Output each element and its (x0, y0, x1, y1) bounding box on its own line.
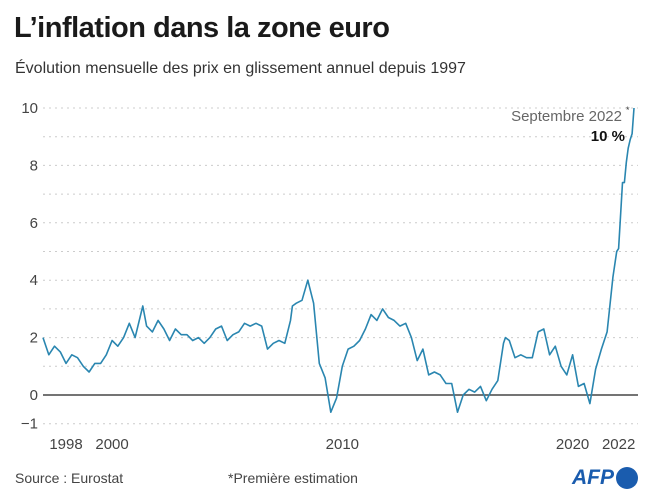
annotation-label: Septembre 2022 (511, 108, 622, 125)
x-tick-label: 2022 (602, 436, 635, 453)
y-tick-label: −1 (21, 416, 38, 433)
annotation-marker: * (626, 105, 630, 115)
chart-title: L’inflation dans la zone euro (14, 12, 390, 44)
x-tick-label: 1998 (49, 436, 82, 453)
source-note: Source : Eurostat (15, 470, 124, 486)
y-tick-label: 0 (30, 387, 38, 404)
annotation-value: 10 % (591, 128, 625, 145)
y-tick-label: 2 (30, 330, 38, 347)
x-tick-label: 2020 (556, 436, 589, 453)
logo-dot-icon (616, 467, 638, 489)
afp-logo: AFP (572, 466, 638, 490)
y-tick-label: 6 (30, 215, 38, 232)
y-tick-label: 10 (21, 100, 38, 117)
x-tick-label: 2010 (326, 436, 359, 453)
y-tick-label: 8 (30, 157, 38, 174)
logo-text: AFP (572, 466, 614, 489)
x-tick-label: 2000 (95, 436, 128, 453)
footnote: *Première estimation (228, 470, 358, 486)
y-tick-label: 4 (30, 272, 38, 289)
chart-subtitle: Évolution mensuelle des prix en glisseme… (15, 60, 466, 77)
inflation-line (42, 107, 635, 413)
